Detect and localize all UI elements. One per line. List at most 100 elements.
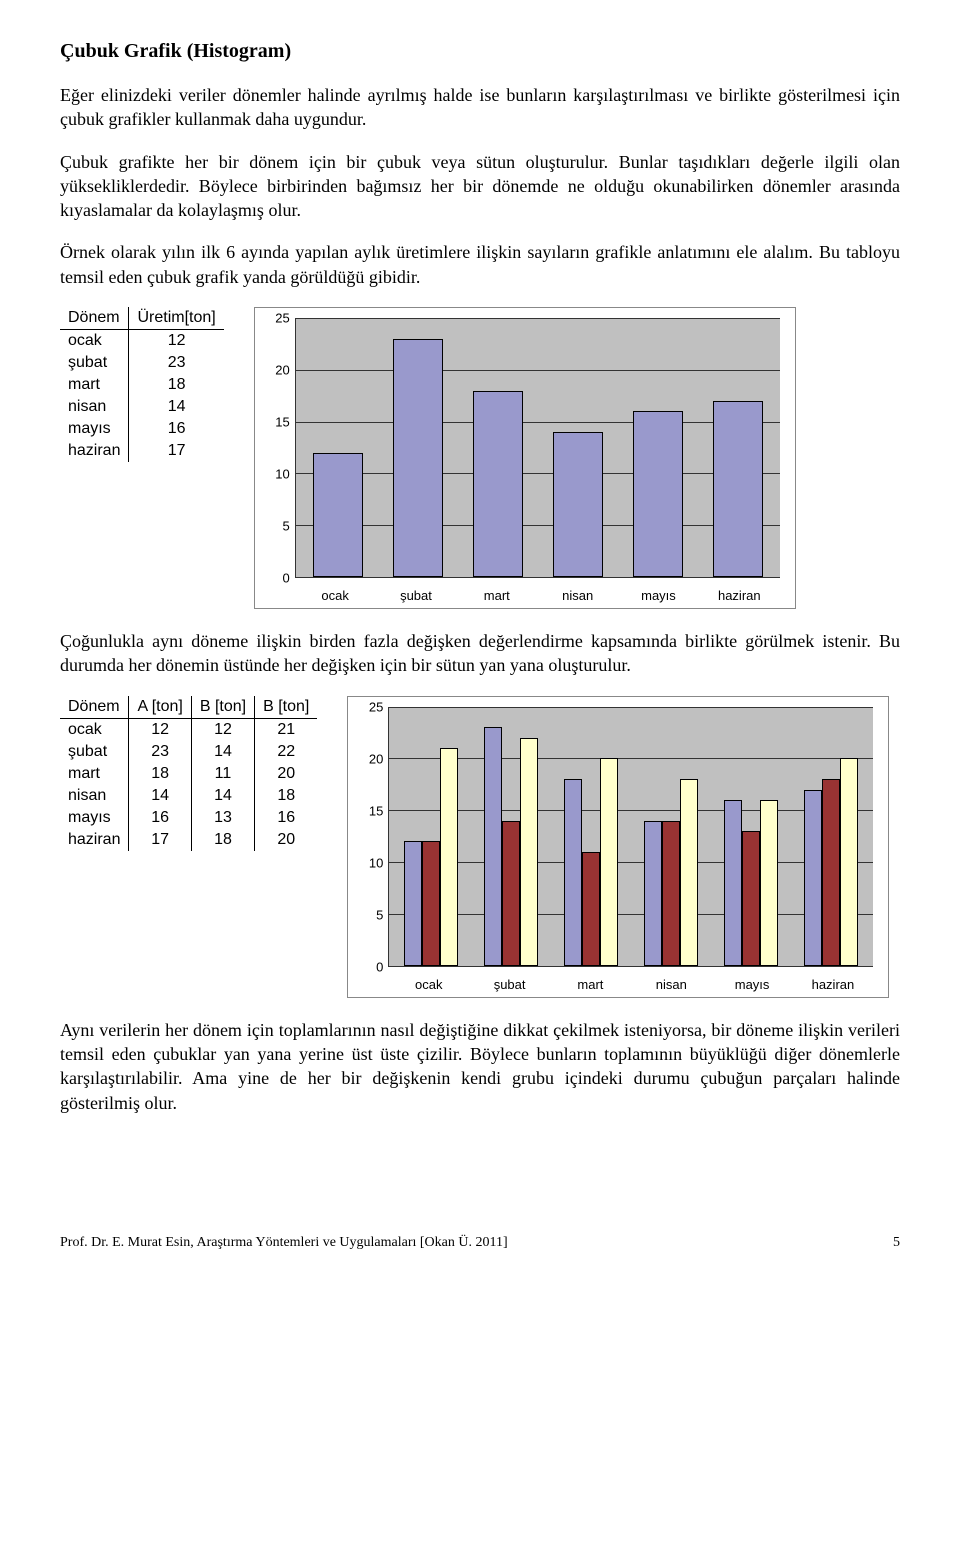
y-axis-label: 25: [348, 699, 383, 714]
bar: [724, 800, 742, 966]
bar: [484, 727, 502, 965]
bar: [822, 779, 840, 965]
bar: [662, 821, 680, 966]
table-row: şubat23: [60, 352, 224, 374]
paragraph-3: Örnek olarak yılın ilk 6 ayında yapılan …: [60, 240, 900, 289]
y-axis-label: 10: [255, 467, 290, 482]
bar: [633, 411, 683, 577]
table-cell: şubat: [60, 352, 129, 374]
table-cell: 16: [129, 807, 191, 829]
x-axis-label: şubat: [376, 588, 457, 603]
table-cell: mart: [60, 374, 129, 396]
table-header: Dönem: [60, 307, 129, 330]
table-row: ocak12: [60, 330, 224, 353]
x-axis-label: mart: [550, 977, 631, 992]
x-axis-label: haziran: [793, 977, 874, 992]
footer-text: Prof. Dr. E. Murat Esin, Araştırma Yönte…: [60, 1235, 508, 1251]
table-cell: 18: [129, 763, 191, 785]
page-title: Çubuk Grafik (Histogram): [60, 40, 900, 63]
bar: [313, 453, 363, 577]
table-row: nisan14: [60, 396, 224, 418]
table-cell: 12: [129, 330, 224, 353]
table-cell: mayıs: [60, 418, 129, 440]
chart-2: 0 5 10 15 20 25 ocakşubatmartnisanmayıshaziran: [347, 696, 889, 998]
bar: [680, 779, 698, 965]
table-cell: mayıs: [60, 807, 129, 829]
table-cell: 21: [255, 718, 318, 741]
table-header: Üretim[ton]: [129, 307, 224, 330]
table-cell: 20: [255, 829, 318, 851]
table-cell: 14: [191, 741, 254, 763]
table-row: ocak121221: [60, 718, 317, 741]
table-cell: ocak: [60, 330, 129, 353]
table-row: nisan141418: [60, 785, 317, 807]
chart-1: 0510152025ocakşubatmartnisanmayıshaziran: [254, 307, 796, 609]
table-cell: 18: [129, 374, 224, 396]
table-cell: şubat: [60, 741, 129, 763]
y-axis-label: 20: [348, 751, 383, 766]
y-axis-label: 10: [348, 855, 383, 870]
x-axis-label: haziran: [699, 588, 780, 603]
table-cell: 18: [191, 829, 254, 851]
table-cell: nisan: [60, 396, 129, 418]
bar: [600, 758, 618, 965]
y-axis-label: 0: [348, 959, 383, 974]
table-row: mayıs16: [60, 418, 224, 440]
bar: [713, 401, 763, 577]
table-cell: 12: [129, 718, 191, 741]
table-cell: 22: [255, 741, 318, 763]
table-header: A [ton]: [129, 696, 191, 719]
x-axis-label: ocak: [295, 588, 376, 603]
table-cell: 14: [129, 396, 224, 418]
page-number: 5: [893, 1235, 900, 1251]
y-axis-label: 0: [255, 571, 290, 586]
table-cell: 20: [255, 763, 318, 785]
table-cell: ocak: [60, 718, 129, 741]
table-cell: 18: [255, 785, 318, 807]
table-row: haziran171820: [60, 829, 317, 851]
y-axis-label: 25: [255, 311, 290, 326]
table-cell: nisan: [60, 785, 129, 807]
table-cell: 23: [129, 352, 224, 374]
y-axis-label: 15: [348, 803, 383, 818]
bar: [840, 758, 858, 965]
table-header: B [ton]: [191, 696, 254, 719]
bar: [644, 821, 662, 966]
table-row: şubat231422: [60, 741, 317, 763]
bar: [393, 339, 443, 577]
x-axis-label: şubat: [469, 977, 550, 992]
x-axis-label: nisan: [631, 977, 712, 992]
x-axis-label: nisan: [537, 588, 618, 603]
paragraph-1: Eğer elinizdeki veriler dönemler halinde…: [60, 83, 900, 132]
table-cell: haziran: [60, 440, 129, 462]
table-cell: 14: [129, 785, 191, 807]
bar: [804, 790, 822, 966]
table-header: B [ton]: [255, 696, 318, 719]
table-cell: mart: [60, 763, 129, 785]
table-row: mart18: [60, 374, 224, 396]
paragraph-4: Çoğunlukla aynı döneme ilişkin birden fa…: [60, 629, 900, 678]
bar: [502, 821, 520, 966]
table-header: Dönem: [60, 696, 129, 719]
y-axis-label: 5: [348, 907, 383, 922]
x-axis-label: ocak: [388, 977, 469, 992]
page-footer: Prof. Dr. E. Murat Esin, Araştırma Yönte…: [60, 1235, 900, 1251]
table-cell: 12: [191, 718, 254, 741]
paragraph-5: Aynı verilerin her dönem için toplamları…: [60, 1018, 900, 1115]
bar: [553, 432, 603, 577]
table-cell: 17: [129, 440, 224, 462]
row-table2-chart2: DönemA [ton]B [ton]B [ton] ocak121221şub…: [60, 696, 900, 998]
bar: [422, 841, 440, 965]
table-row: haziran17: [60, 440, 224, 462]
bar: [742, 831, 760, 966]
table-2: DönemA [ton]B [ton]B [ton] ocak121221şub…: [60, 696, 317, 851]
bar: [473, 391, 523, 577]
bar: [404, 841, 422, 965]
table-cell: 11: [191, 763, 254, 785]
x-axis-label: mayıs: [618, 588, 699, 603]
x-axis-label: mayıs: [712, 977, 793, 992]
x-axis-label: mart: [456, 588, 537, 603]
table-cell: 13: [191, 807, 254, 829]
table-cell: 16: [255, 807, 318, 829]
bar: [760, 800, 778, 966]
